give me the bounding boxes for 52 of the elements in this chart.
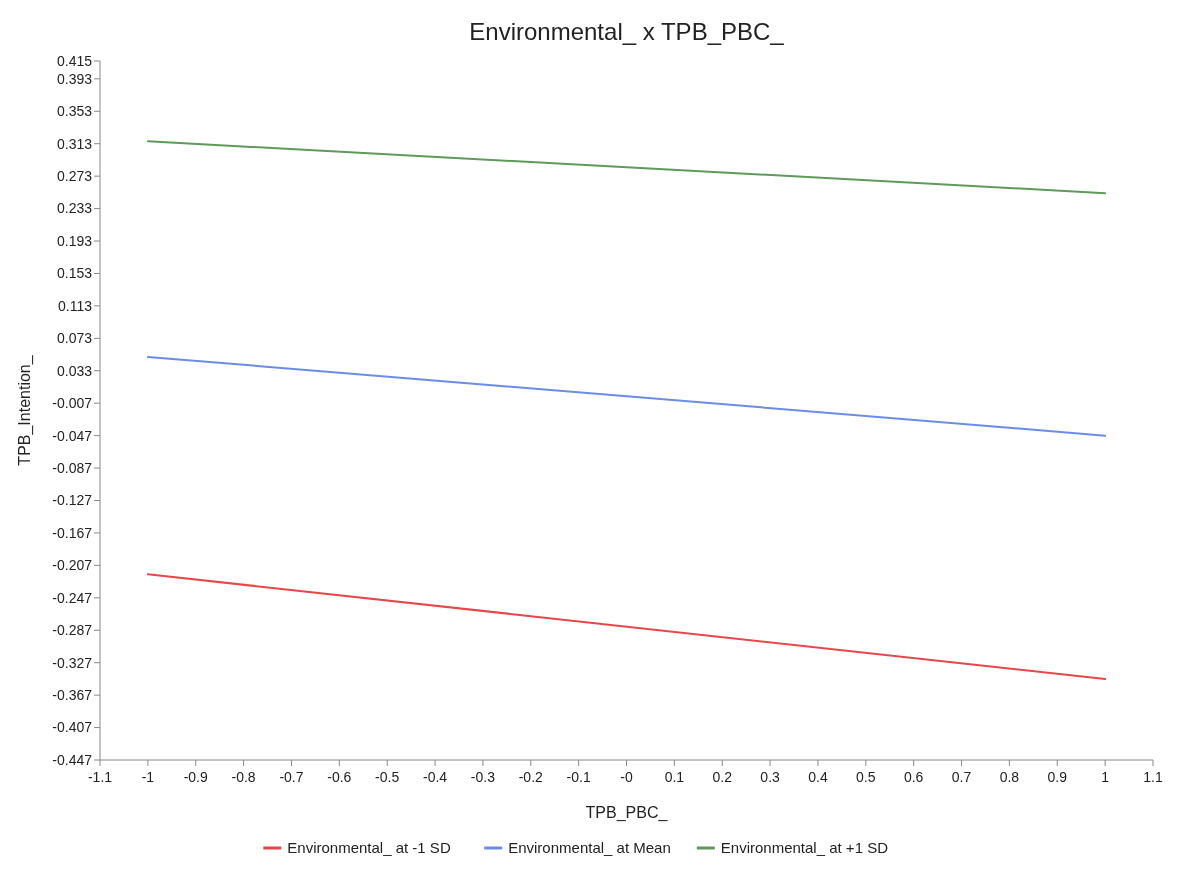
y-tick-label: -0.247 [52,589,93,606]
y-tick-label: 0.153 [56,265,93,282]
x-tick-label: -0.8 [231,769,256,785]
y-tick-label: -0.447 [52,751,93,768]
y-tick-label: -0.167 [52,524,93,541]
x-tick-label: -0.5 [375,769,400,785]
y-tick-label: -0.087 [52,459,93,476]
y-tick-label: 0.313 [56,135,93,152]
y-tick-label: -0.007 [52,395,93,412]
x-tick-label: -0.7 [279,769,304,785]
y-tick-label: -0.327 [52,654,93,671]
x-tick-label: -0 [620,769,633,785]
y-tick-label: 0.353 [56,103,93,120]
y-tick-label: 0.273 [56,168,93,185]
y-tick-label: -0.287 [52,622,93,639]
y-tick-label: 0.393 [56,70,93,87]
legend-label: Environmental_ at +1 SD [720,839,889,857]
x-tick-label: -0.2 [518,769,544,785]
y-tick-label: 0.033 [56,362,93,379]
x-tick-label: -0.6 [327,769,352,785]
x-tick-label: 0.4 [808,769,828,785]
x-tick-label: 1 [1101,769,1110,785]
x-tick-label: 0.7 [951,769,972,785]
y-tick-label: 0.073 [56,330,93,347]
legend-label: Environmental_ at -1 SD [287,839,451,857]
y-tick-label: -0.207 [52,557,93,574]
x-tick-label: 0.2 [712,769,733,785]
x-tick-label: 0.3 [760,769,781,785]
x-tick-label: -1.1 [87,769,113,785]
y-tick-label: -0.047 [52,427,93,444]
x-tick-label: 0.1 [664,769,685,785]
x-axis-title: TPB_PBC_ [585,804,669,822]
chart-title: Environmental_ x TPB_PBC_ [469,18,785,45]
y-tick-label: -0.367 [52,687,93,704]
x-tick-label: -1 [141,769,155,785]
x-tick-label: -0.3 [470,769,496,785]
legend-label: Environmental_ at Mean [508,839,671,857]
y-tick-label: 0.233 [56,200,93,217]
y-axis-title: TPB_Intention_ [16,354,34,466]
x-tick-label: 0.5 [856,769,876,785]
x-tick-label: -0.9 [183,769,208,785]
x-tick-label: 0.8 [999,769,1020,785]
y-tick-label: 0.113 [58,297,93,314]
y-tick-label: -0.127 [52,492,93,509]
x-tick-label: 0.9 [1047,769,1068,785]
x-tick-label: 0.6 [903,769,924,785]
x-tick-label: -0.4 [422,769,448,785]
y-tick-label: -0.407 [52,719,93,736]
x-tick-label: 1.1 [1143,769,1163,785]
y-tick-label: 0.415 [56,52,93,69]
y-tick-label: 0.193 [56,232,93,249]
x-tick-label: -0.1 [566,769,591,785]
